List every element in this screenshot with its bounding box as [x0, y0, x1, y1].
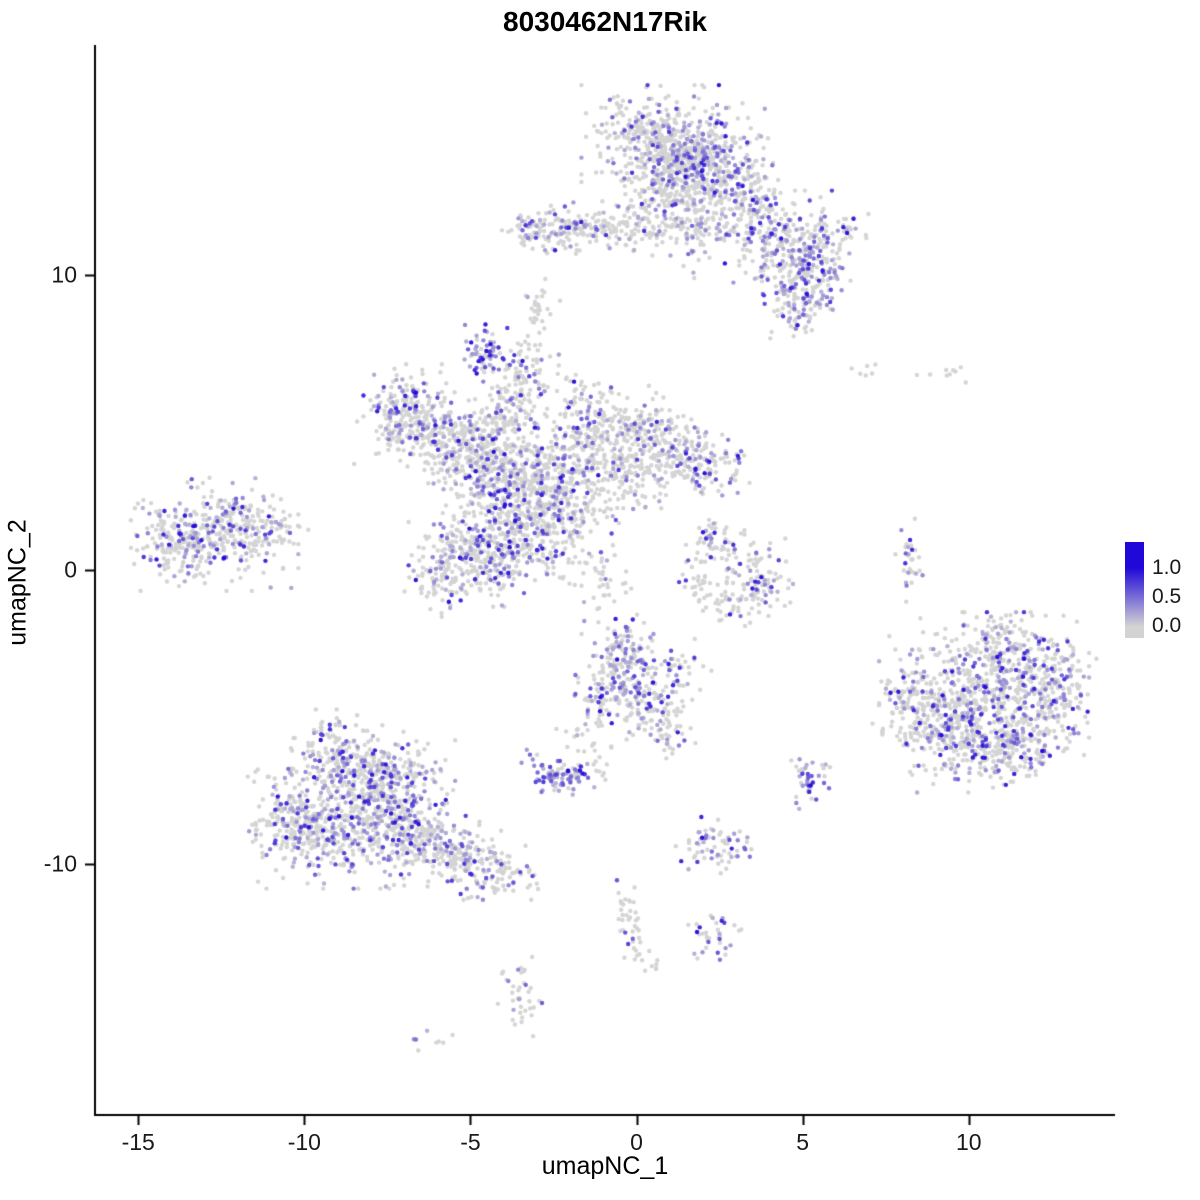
x-tick-label: -15	[121, 1129, 155, 1155]
y-tick-label: 0	[64, 556, 77, 583]
legend-gradient-bar	[1125, 542, 1144, 638]
x-tick-label: 5	[796, 1129, 810, 1155]
y-tick-label: 10	[51, 261, 77, 288]
y-tick-label: -10	[43, 850, 77, 877]
x-tick-label: -5	[460, 1129, 481, 1155]
x-axis-label: umapNC_1	[541, 1152, 669, 1180]
plot-title: 8030462N17Rik	[503, 6, 707, 37]
x-tick-label: -10	[287, 1129, 321, 1155]
x-tick-label: 10	[956, 1129, 982, 1155]
legend-label: 0.0	[1152, 614, 1182, 638]
x-tick-label: 0	[630, 1129, 643, 1155]
legend-label: 1.0	[1152, 555, 1182, 579]
color-legend: 1.0 0.5 0.0	[1125, 542, 1200, 652]
legend-label: 0.5	[1152, 585, 1182, 609]
